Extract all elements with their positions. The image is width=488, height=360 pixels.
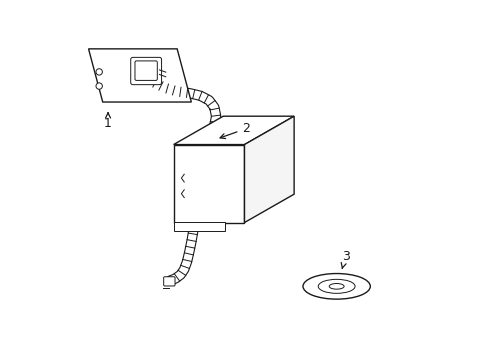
Circle shape	[96, 69, 102, 75]
Polygon shape	[173, 116, 293, 145]
FancyBboxPatch shape	[135, 61, 157, 80]
Bar	[173, 145, 244, 222]
Polygon shape	[244, 116, 293, 222]
Circle shape	[96, 83, 102, 89]
Polygon shape	[152, 78, 220, 285]
Ellipse shape	[318, 279, 354, 293]
Polygon shape	[88, 49, 191, 102]
Bar	[173, 222, 224, 231]
FancyBboxPatch shape	[163, 277, 175, 286]
Text: 2: 2	[220, 122, 250, 139]
Text: 1: 1	[104, 113, 112, 130]
Ellipse shape	[303, 274, 369, 299]
FancyBboxPatch shape	[130, 57, 161, 85]
Ellipse shape	[328, 284, 344, 289]
Text: 3: 3	[341, 250, 349, 269]
